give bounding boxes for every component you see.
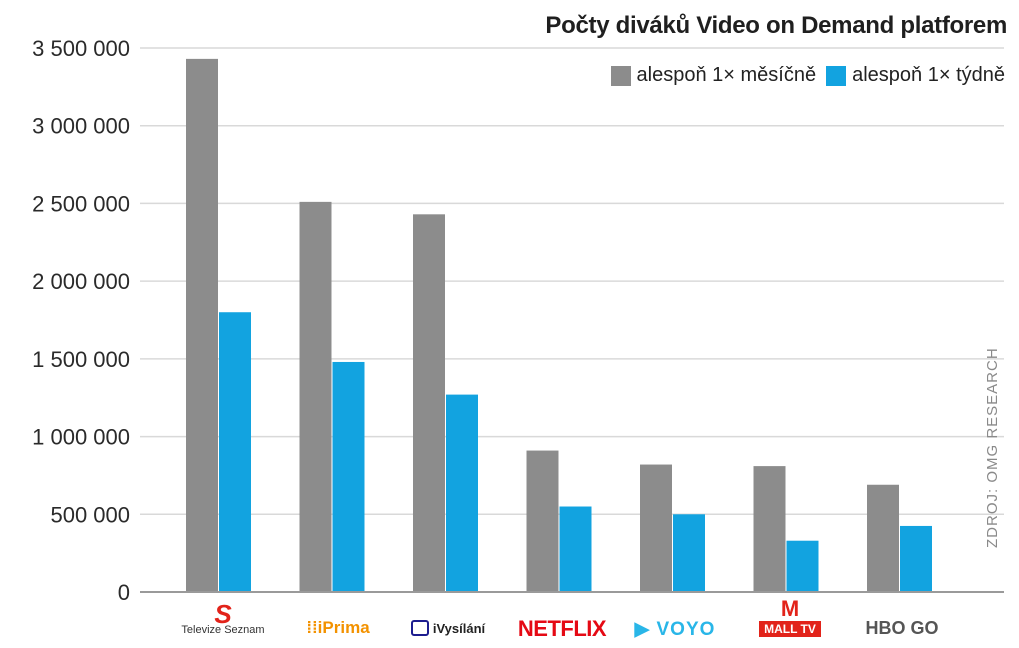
seznam-s-icon: S xyxy=(214,599,232,629)
category-label: iPrima xyxy=(317,618,370,637)
y-tick-label: 1 500 000 xyxy=(32,347,130,372)
bar-weekly-0 xyxy=(219,312,251,592)
category-logo-voyo: ▶ VOYO xyxy=(625,618,725,641)
mall-tv-m-icon: M xyxy=(780,596,800,621)
category-logo-hbo-go: HBO GO xyxy=(852,618,952,639)
bar-weekly-5 xyxy=(786,540,819,592)
legend-item-monthly: alespoň 1× měsíčně xyxy=(610,64,817,87)
y-tick-label: 500 000 xyxy=(50,502,130,527)
bar-monthly-4 xyxy=(640,464,672,592)
bar-monthly-5 xyxy=(753,466,786,592)
iprima-bars-icon: ⁞⁞ xyxy=(306,618,318,637)
legend: alespoň 1× měsíčně alespoň 1× týdně xyxy=(610,64,1005,87)
y-tick-label: 2 500 000 xyxy=(32,191,130,216)
category-label: VOYO xyxy=(656,619,716,640)
category-label: MALL TV xyxy=(759,621,821,637)
legend-item-weekly: alespoň 1× týdně xyxy=(826,64,1005,87)
chart-title: Počty diváků Video on Demand platforem xyxy=(545,12,1007,39)
bars xyxy=(186,58,932,593)
bar-monthly-1 xyxy=(299,201,332,593)
legend-label-weekly: alespoň 1× týdně xyxy=(852,64,1005,86)
category-logo-ivysilani: iVysílání xyxy=(398,620,498,636)
y-tick-label: 2 000 000 xyxy=(32,269,130,294)
category-logo-iprima: ⁞⁞iPrima xyxy=(288,618,388,638)
legend-swatch-weekly xyxy=(826,65,847,86)
category-label: NETFLIX xyxy=(517,616,607,641)
bar-weekly-3 xyxy=(559,506,592,592)
y-tick-label: 3 000 000 xyxy=(32,114,130,139)
legend-label-monthly: alespoň 1× měsíčně xyxy=(636,64,817,86)
legend-swatch-monthly xyxy=(610,65,631,86)
y-tick-label: 0 xyxy=(118,580,130,605)
gridlines xyxy=(140,47,1004,516)
bar-weekly-6 xyxy=(900,525,932,592)
source-note: ZDROJ: OMG RESEARCH xyxy=(984,347,1001,548)
bar-weekly-4 xyxy=(673,514,705,592)
bar-monthly-2 xyxy=(413,214,445,592)
bar-monthly-6 xyxy=(867,484,899,592)
bar-weekly-2 xyxy=(446,394,478,592)
ct-logo-icon xyxy=(410,620,429,636)
category-logo-netflix: NETFLIX xyxy=(512,616,612,642)
bar-monthly-3 xyxy=(526,450,559,592)
bar-monthly-0 xyxy=(186,58,218,592)
category-label: iVysílání xyxy=(432,621,486,636)
category-logo-mall-tv: M MALL TV xyxy=(740,598,840,638)
y-tick-label: 3 500 000 xyxy=(32,36,130,61)
y-tick-label: 1 000 000 xyxy=(32,425,130,450)
category-logo-televize-seznam: S Televize Seznam xyxy=(168,599,278,636)
voyo-play-icon: ▶ xyxy=(634,619,651,640)
y-axis-tick-labels: 0 500 000 1 000 000 1 500 000 2 000 000 2 500… xyxy=(32,36,130,605)
bar-weekly-1 xyxy=(332,361,365,592)
category-label: HBO GO xyxy=(865,618,939,638)
category-label: Televize Seznam xyxy=(181,624,265,636)
